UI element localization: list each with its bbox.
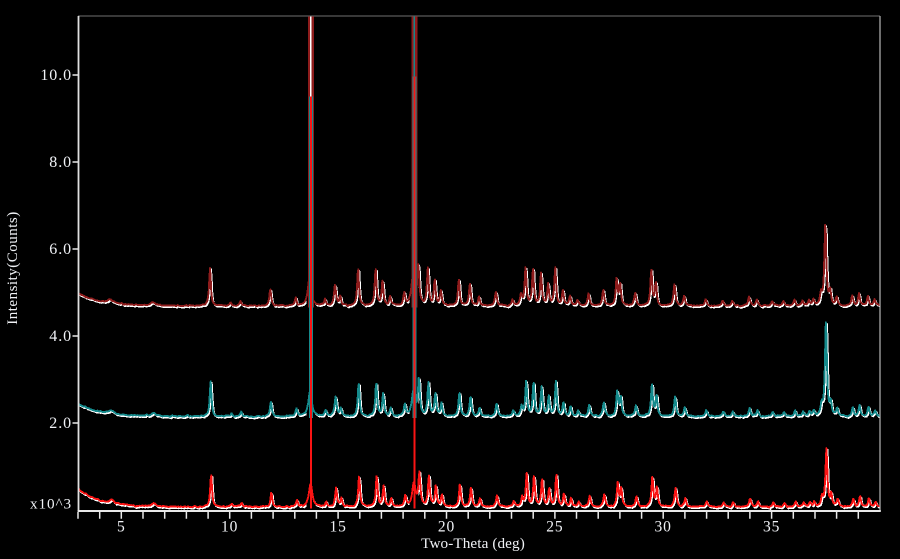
svg-text:2.0: 2.0 — [49, 415, 72, 432]
svg-text:20: 20 — [438, 519, 455, 536]
svg-text:5: 5 — [117, 519, 126, 536]
svg-text:35: 35 — [763, 519, 780, 536]
svg-text:8.0: 8.0 — [49, 154, 72, 171]
svg-text:10: 10 — [221, 519, 238, 536]
svg-text:30: 30 — [655, 519, 672, 536]
svg-text:6.0: 6.0 — [49, 241, 72, 258]
svg-text:Two-Theta (deg): Two-Theta (deg) — [421, 535, 525, 552]
svg-text:25: 25 — [546, 519, 563, 536]
svg-text:15: 15 — [329, 519, 346, 536]
svg-text:4.0: 4.0 — [49, 328, 72, 345]
svg-text:x10^3: x10^3 — [30, 496, 72, 513]
svg-text:10.0: 10.0 — [40, 67, 72, 84]
svg-text:Intensity(Counts): Intensity(Counts) — [5, 211, 21, 325]
